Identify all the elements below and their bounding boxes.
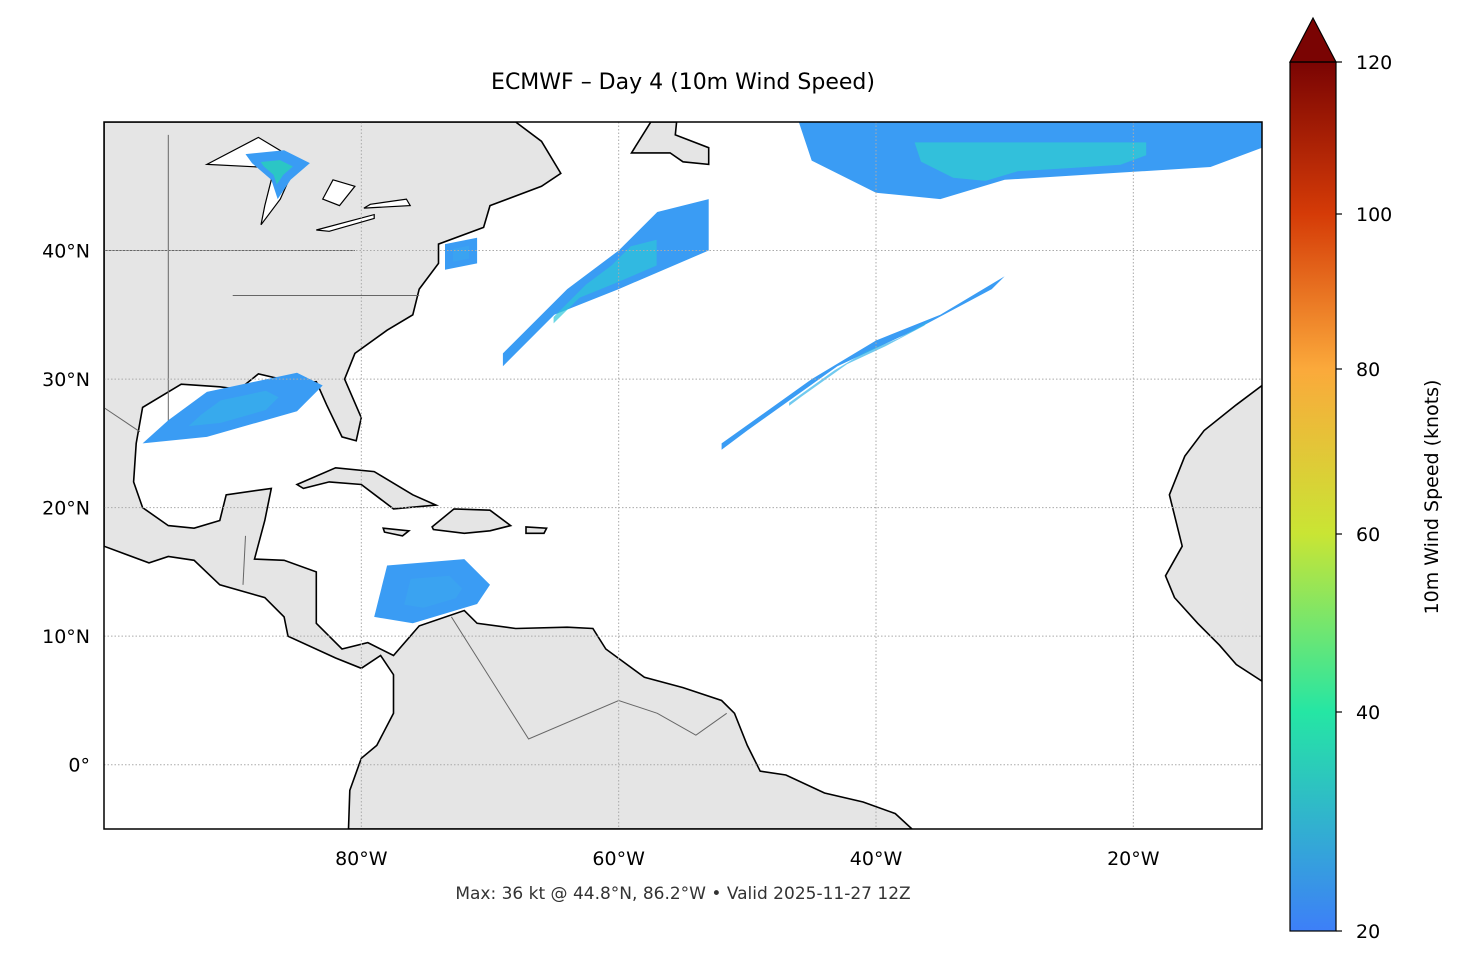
land-cuba [295, 466, 440, 510]
wind-area [721, 276, 1005, 450]
colorbar-tick-label: 40 [1356, 702, 1380, 724]
colorbar-tick-label: 120 [1356, 52, 1392, 74]
wind-area-core [453, 245, 470, 262]
lon-tick-label: 80°W [335, 848, 388, 870]
colorbar-label: 10m Wind Speed (knots) [1421, 379, 1443, 615]
land-africa [1164, 384, 1262, 683]
lat-tick-label: 0° [68, 755, 90, 777]
colorbar-extend-arrow [1289, 16, 1337, 63]
lake [316, 213, 375, 232]
colorbar-tick-label: 20 [1356, 921, 1380, 943]
wind-area-core [260, 160, 293, 185]
lat-tick-label: 10°N [42, 626, 90, 648]
max-wind-footer: Max: 36 kt @ 44.8°N, 86.2°W • Valid 2025… [455, 884, 911, 904]
land-hispaniola [431, 508, 513, 535]
wind-area-core [914, 142, 1147, 181]
lat-tick-label: 20°N [42, 498, 90, 520]
colorbar-tick-label: 100 [1356, 204, 1392, 226]
land-puerto-rico [525, 526, 548, 535]
colorbar [1290, 62, 1336, 931]
colorbar-tick-label: 80 [1356, 359, 1380, 381]
colorbar-frame [1289, 61, 1337, 932]
land-jamaica [382, 527, 411, 537]
wind-area-core [789, 319, 931, 406]
map-title: ECMWF – Day 4 (10m Wind Speed) [491, 70, 875, 95]
lat-tick-label: 30°N [42, 369, 90, 391]
political-border [242, 535, 246, 585]
political-border [450, 616, 727, 740]
lon-tick-label: 60°W [592, 848, 645, 870]
wind-area-core [404, 575, 463, 608]
land-newfoundland [630, 122, 710, 166]
lake [321, 179, 356, 207]
colorbar-tick-label: 60 [1356, 524, 1380, 546]
political-border [104, 407, 141, 433]
map-frame [103, 121, 1263, 830]
lake [363, 198, 412, 209]
land-americas [104, 122, 914, 829]
lat-tick-label: 40°N [42, 241, 90, 263]
lon-tick-label: 40°W [850, 848, 903, 870]
wind-area-core [553, 239, 657, 324]
lon-tick-label: 20°W [1107, 848, 1160, 870]
wind-area-core [188, 390, 279, 427]
